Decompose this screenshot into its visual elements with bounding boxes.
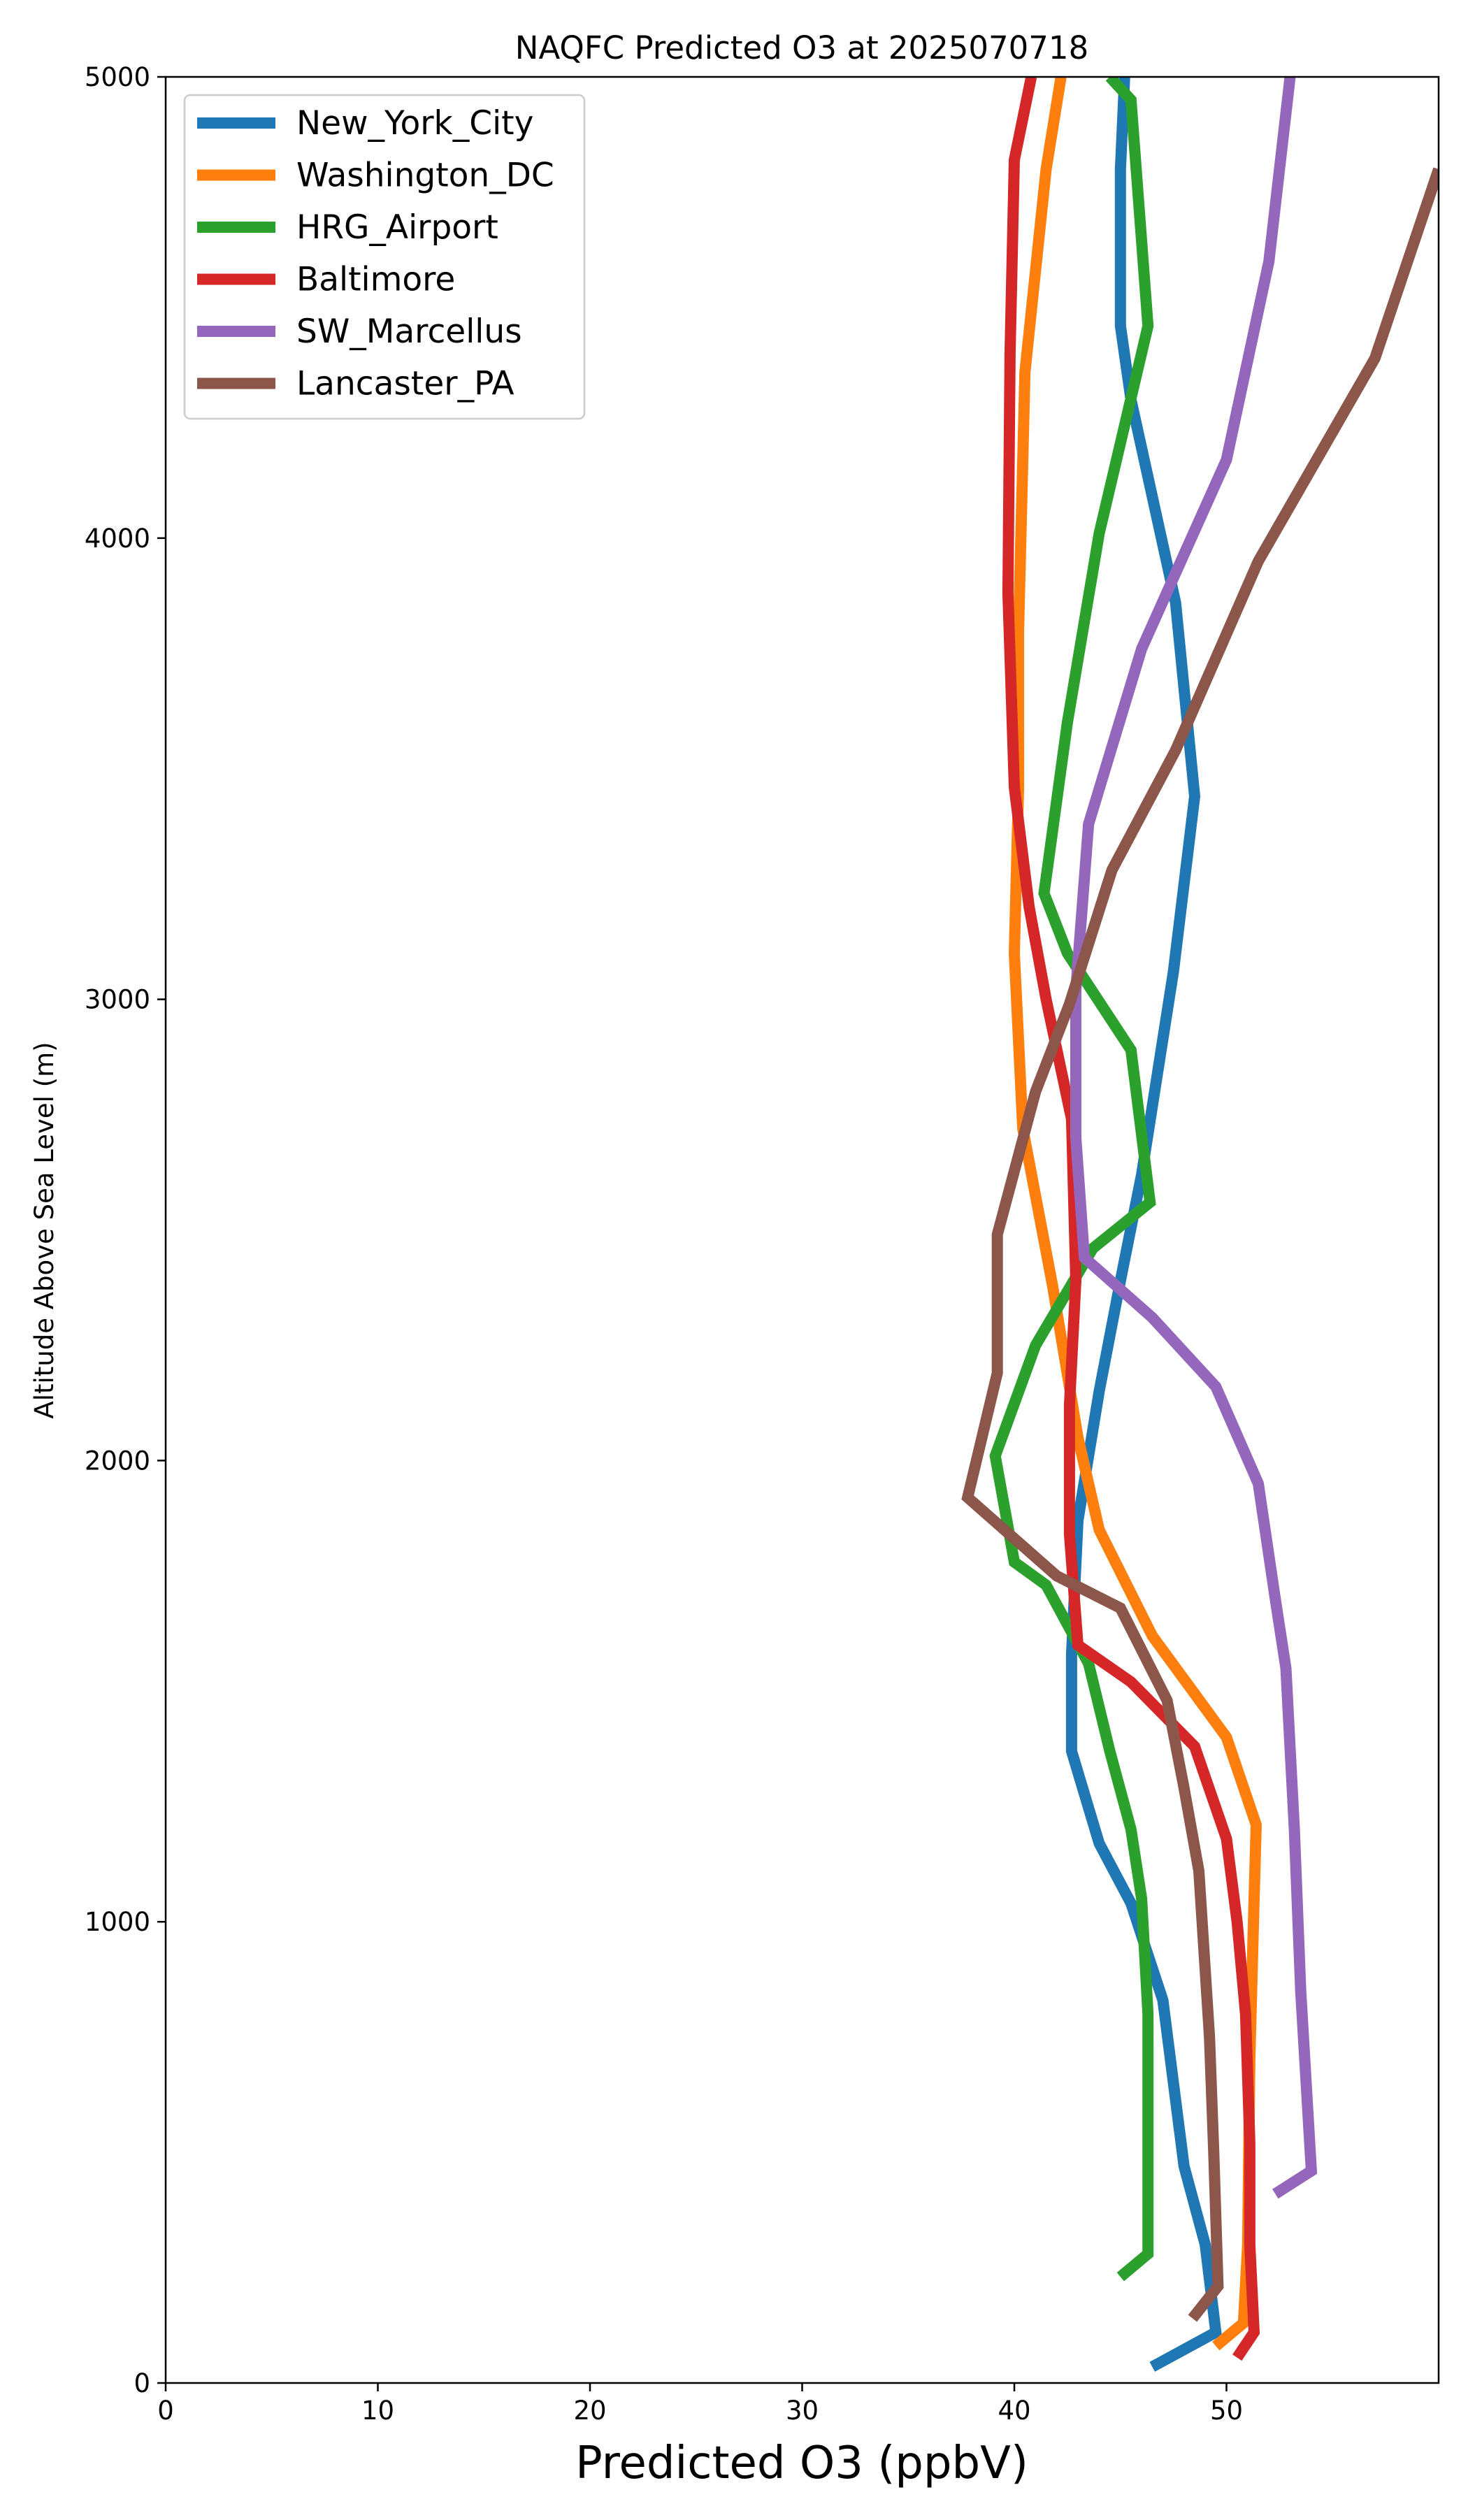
legend-label-hrg-airport: HRG_Airport [296, 208, 498, 247]
series-line-hrg-airport [989, 77, 1156, 2282]
chart-title: NAQFC Predicted O3 at 2025070718 [515, 29, 1088, 66]
x-tick-label: 0 [157, 2396, 174, 2426]
series-line-new-york-city [1065, 77, 1222, 2372]
legend-label-baltimore: Baltimore [296, 261, 455, 299]
x-tick-label: 40 [998, 2396, 1030, 2426]
series-line-sw-marcellus [1070, 77, 1318, 2199]
y-tick-label: 3000 [85, 985, 150, 1015]
y-axis-label: Altitude Above Sea Level (m) [29, 1042, 59, 1418]
y-tick-label: 2000 [85, 1446, 150, 1476]
legend-label-sw-marcellus: SW_Marcellus [296, 312, 522, 351]
series-line-lancaster-pa [961, 167, 1439, 2322]
x-axis-label: Predicted O3 (ppbV) [575, 2438, 1028, 2489]
legend-items: New_York_City Washington_DC HRG_Airport Bal… [197, 104, 554, 403]
y-tick-label: 5000 [85, 62, 150, 92]
legend-label-lancaster-pa: Lancaster_PA [296, 365, 514, 403]
x-tick-label: 50 [1210, 2396, 1243, 2426]
y-tick-label: 1000 [85, 1907, 150, 1937]
series-layer [961, 77, 1439, 2372]
y-tick-label: 4000 [85, 524, 150, 554]
x-tick-label: 30 [786, 2396, 819, 2426]
legend: New_York_City Washington_DC HRG_Airport Bal… [183, 94, 586, 420]
legend-box [183, 94, 586, 420]
legend-label-washington-dc: Washington_DC [296, 157, 554, 195]
x-tick-label: 20 [573, 2396, 606, 2426]
axes-layer: 0 10 20 30 40 50 0 1000 2000 3000 4000 5000 [85, 62, 1440, 2426]
legend-label-new-york-city: New_York_City [296, 104, 533, 143]
x-tick-label: 10 [361, 2396, 394, 2426]
series-line-baltimore [1002, 77, 1260, 2361]
y-tick-label: 0 [134, 2368, 150, 2398]
